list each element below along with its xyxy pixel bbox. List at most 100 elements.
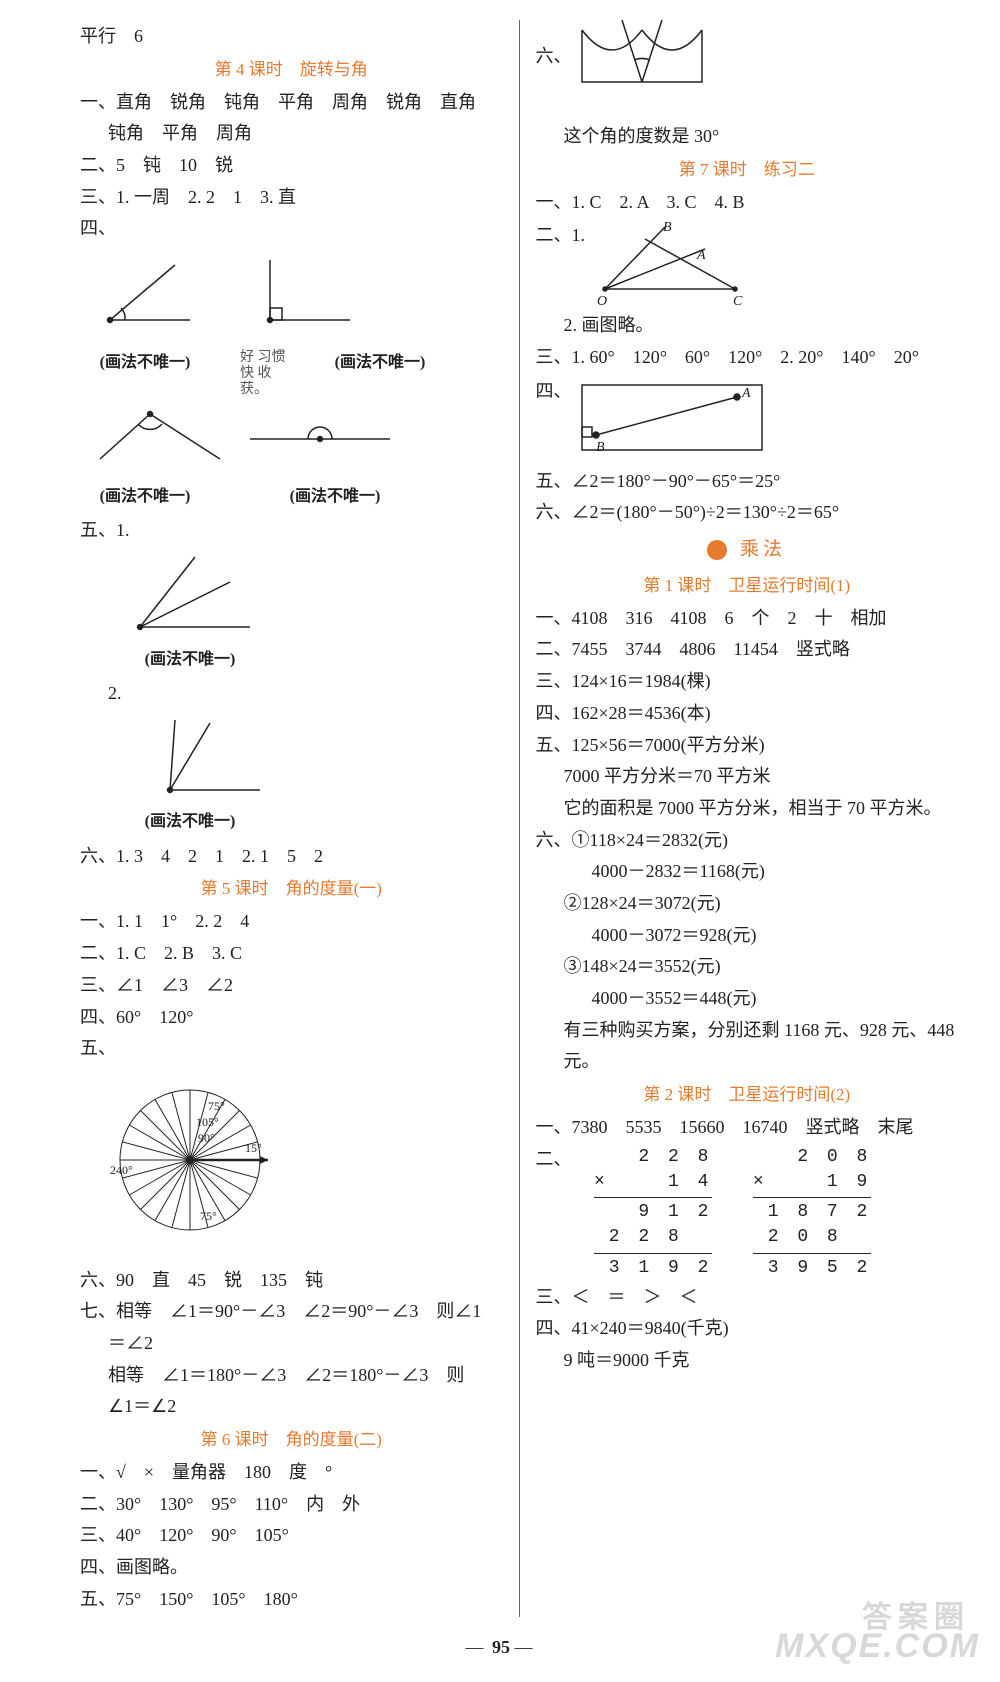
caption: (画法不唯一) [330,350,430,398]
angle-diagram-5-2: (画法不唯一) [80,715,503,836]
caption: (画法不唯一) [120,647,260,673]
text: 一、7380 5535 15660 16740 竖式略 末尾 [536,1113,959,1143]
calc-a: 2 2 8 [594,1145,712,1170]
calc-b: × 1 9 [753,1170,871,1195]
angle-svg [80,404,400,474]
calc-p2: 2 2 8 [594,1225,712,1250]
vertical-calc-1: 2 2 8 × 1 4 9 1 2 2 2 8 3 1 9 2 [594,1145,712,1281]
text: 三、124×16＝1984(棵) [536,667,959,697]
text: 五、1. [80,516,503,546]
text: 二、1. C 2. B 3. C [80,939,503,969]
text: 三、1. 一周 2. 2 1 3. 直 [80,183,503,213]
section-title-7: 第 7 课时 练习二 [536,156,959,184]
calc-b: × 1 4 [594,1170,712,1195]
text: 六、90 直 45 锐 135 钝 [80,1266,503,1296]
caption: (画法不唯一) [120,809,260,835]
caption: (画法不唯一) [270,484,400,510]
text: 二、1. [536,221,586,251]
calc-a: 2 0 8 [753,1145,871,1170]
tiny-note: 好 习惯 快 收 获。 [240,350,300,398]
dash: — [466,1637,493,1657]
tri-label-B: B [663,220,672,235]
protractor-label: 105° [196,1115,219,1129]
protractor-label: 15° [245,1141,262,1155]
text: 五、∠2＝180°－90°－65°＝25° [536,467,959,497]
section-title-3-1: 第 1 课时 卫星运行时间(1) [536,572,959,600]
angle30-svg [572,20,712,120]
text: 二、 [536,1149,572,1169]
tri-label-C: C [733,294,743,309]
text: 一、4108 316 4108 6 个 2 十 相加 [536,604,959,634]
calc-row-wrapper: 二、 2 2 8 × 1 4 9 1 2 2 2 8 3 1 9 2 2 0 8… [536,1145,959,1281]
protractor-label: 240° [110,1163,133,1177]
tri-label-O: O [597,294,607,309]
text: 六、 [536,22,572,72]
text: 六、∠2＝(180°－50°)÷2＝130°÷2＝65° [536,498,959,528]
text: 一、1. C 2. A 3. C 4. B [536,188,959,218]
text: 四、162×28＝4536(本) [536,699,959,729]
text: 2. [80,679,503,709]
text: 钝角 平角 周角 [80,119,503,149]
text: 四、 [80,214,503,244]
protractor-diagram: 15° 75° 90° 105° 75° 240° [80,1070,503,1260]
unit-3-title: 乘法 [536,534,959,566]
text: 三、＜ ＝ ＞ ＜ [536,1283,959,1313]
rect-label-A: A [741,386,751,401]
section-title-5: 第 5 课时 角的度量(一) [80,875,503,903]
tri-label-A: A [696,248,706,263]
rect-svg: A B [572,375,782,465]
text: 四、画图略。 [80,1553,503,1583]
angle-svg [120,715,280,800]
column-divider [519,20,520,1617]
text: ＝∠2 [80,1329,503,1359]
text: 2. 画图略。 [536,311,959,341]
section-title-3-2: 第 2 课时 卫星运行时间(2) [536,1081,959,1109]
section-title-6: 第 6 课时 角的度量(二) [80,1426,503,1454]
dash: — [515,1637,535,1657]
text: 四、41×240＝9840(千克) [536,1314,959,1344]
triangle-svg: O C A B [585,219,755,309]
watermark-main: MXQE.COM [775,1618,980,1674]
text: 9 吨＝9000 千克 [536,1346,959,1376]
calc-r: 3 9 5 2 [753,1256,871,1281]
text: 四、 [536,377,572,407]
angle-diagram-row2: (画法不唯一) (画法不唯一) [80,404,503,510]
text: 有三种购买方案，分别还剩 1168 元、928 元、448 [536,1016,959,1046]
text: 7000 平方分米＝70 平方米 [536,762,959,792]
text: 它的面积是 7000 平方分米，相当于 70 平方米。 [536,794,959,824]
unit-circle-icon [707,540,727,560]
text: 七、相等 ∠1＝90°－∠3 ∠2＝90°－∠3 则∠1 [80,1297,503,1327]
text: 五、75° 150° 105° 180° [80,1585,503,1615]
angle-svg [120,552,280,637]
unit-text: 乘法 [740,539,786,560]
protractor-label: 75° [200,1209,217,1223]
text: ∠1＝∠2 [80,1392,503,1422]
text: 这个角的度数是 30° [536,122,959,152]
text: 4000－3552＝448(元) [536,984,959,1014]
angle-svg [80,250,380,340]
text: 一、直角 锐角 钝角 平角 周角 锐角 直角 [80,88,503,118]
angle-diagram-5-1: (画法不唯一) [80,552,503,673]
section-title-4: 第 4 课时 旋转与角 [80,56,503,84]
text: 六、1. 3 4 2 1 2. 1 5 2 [80,842,503,872]
text: 二、5 钝 10 锐 [80,151,503,181]
left-column: 平行 6 第 4 课时 旋转与角 一、直角 锐角 钝角 平角 周角 锐角 直角 … [30,20,515,1617]
text: 二、7455 3744 4806 11454 竖式略 [536,635,959,665]
text: 4000－3072＝928(元) [536,921,959,951]
protractor-label: 75° [208,1099,225,1113]
calc-p1: 1 8 7 2 [753,1200,871,1225]
text: 相等 ∠1＝180°－∠3 ∠2＝180°－∠3 则 [80,1361,503,1391]
page: 平行 6 第 4 课时 旋转与角 一、直角 锐角 钝角 平角 周角 锐角 直角 … [0,0,1000,1627]
vertical-calc-2: 2 0 8 × 1 9 1 8 7 2 2 0 8 3 9 5 2 [753,1145,871,1281]
angle-diagram-row1: (画法不唯一) 好 习惯 快 收 获。 (画法不唯一) [80,250,503,398]
calc-p2: 2 0 8 [753,1225,871,1250]
rect-label-B: B [596,440,605,455]
text: ③148×24＝3552(元) [536,952,959,982]
text: 元。 [536,1047,959,1077]
protractor-label: 90° [198,1131,215,1145]
text: 五、 [80,1034,503,1064]
page-number-value: 95 [492,1637,510,1657]
text: 4000－2832＝1168(元) [536,857,959,887]
text: 三、1. 60° 120° 60° 120° 2. 20° 140° 20° [536,343,959,373]
text: 四、60° 120° [80,1003,503,1033]
